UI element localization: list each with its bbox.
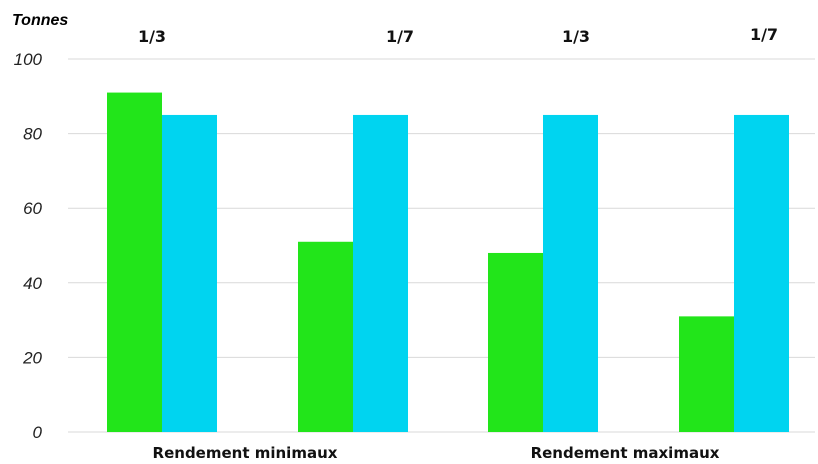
y-axis-label: Tonnes [12,12,68,29]
ratio-label-4: 1/7 [750,25,778,44]
y-tick-label: 80 [23,125,42,144]
category-label-2: Rendement maximaux [531,444,720,462]
bar-series-1-group-1 [107,92,162,432]
ratio-label-1: 1/3 [138,27,166,46]
bar-series-2-group-4 [734,114,789,432]
y-tick-label: 40 [23,274,42,293]
ratio-labels: 1/3 1/7 1/3 1/7 [138,25,778,46]
bar-series-1-group-2 [298,241,353,432]
y-tick-label: 100 [14,50,43,69]
bar-series-1-group-3 [488,252,543,432]
y-tick-label: 20 [22,348,42,367]
category-labels: Rendement minimaux Rendement maximaux [153,444,720,462]
bars [107,92,789,432]
ratio-label-2: 1/7 [386,27,414,46]
bar-series-2-group-3 [543,114,598,432]
y-tick-label: 0 [33,423,43,442]
bar-series-2-group-2 [353,114,408,432]
bar-series-1-group-4 [679,316,734,432]
bar-series-2-group-1 [162,114,217,432]
ratio-label-3: 1/3 [562,27,590,46]
category-label-1: Rendement minimaux [153,444,338,462]
y-axis-ticks: 0 20 40 60 80 100 [14,50,43,442]
y-tick-label: 60 [23,199,42,218]
